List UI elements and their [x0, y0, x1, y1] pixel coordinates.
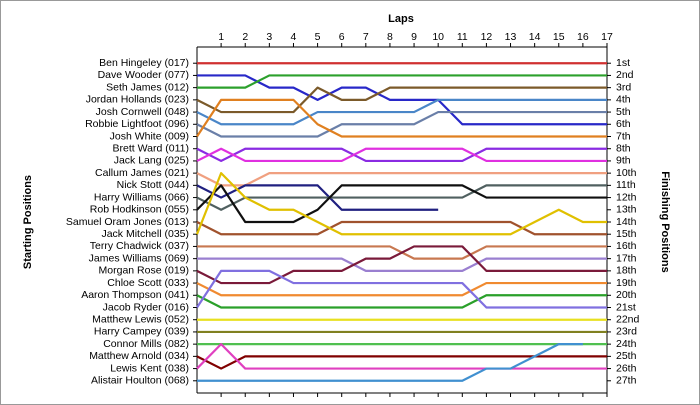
race-line — [196, 147, 607, 163]
legend-label: Harry Campey (039) — [94, 326, 189, 338]
y2-tick-label: 11th — [616, 179, 636, 191]
y2-tick-label: 1st — [616, 57, 630, 69]
legend-label: Dave Wooder (077) — [98, 69, 189, 81]
legend-label: Morgan Rose (019) — [99, 265, 189, 277]
y2-tick-label: 2nd — [616, 69, 634, 81]
race-line — [196, 172, 607, 187]
race-line — [196, 110, 607, 138]
legend-label: Seth James (012) — [106, 81, 189, 93]
x-tick-label: 14 — [529, 31, 541, 43]
race-line — [197, 74, 607, 89]
y2-tick-label: 27th — [616, 375, 637, 387]
x-tick-label: 2 — [242, 31, 248, 43]
race-line — [196, 294, 607, 309]
legend-label: Josh Cornwell (048) — [96, 106, 189, 118]
x-tick-label: 11 — [457, 31, 468, 43]
y2-tick-label: 12th — [616, 191, 637, 203]
race-line — [196, 245, 607, 285]
x-tick-label: 13 — [505, 31, 517, 43]
legend-label: Connor Mills (082) — [103, 338, 189, 350]
race-line — [197, 343, 583, 382]
legend-label: Matthew Arnold (034) — [89, 350, 189, 362]
legend-label: Matthew Lewis (052) — [92, 313, 189, 325]
x-tick-label: 6 — [339, 31, 345, 43]
legend-label: Jordan Hollands (023) — [86, 94, 189, 106]
y2-tick-label: 24th — [616, 338, 637, 350]
y2-tick-label: 17th — [616, 252, 637, 264]
y2-tick-label: 20th — [616, 289, 637, 301]
x-tick-label: 5 — [315, 31, 321, 43]
x-tick-label: 17 — [601, 31, 613, 43]
y2-tick-label: 14th — [616, 216, 637, 228]
legend-label: Jack Mitchell (035) — [101, 228, 189, 240]
legend-label: Terry Chadwick (037) — [90, 240, 189, 252]
legend-label: James Williams (069) — [89, 252, 189, 264]
y2-tick-label: 13th — [616, 204, 637, 216]
legend-label: Jacob Ryder (016) — [103, 301, 189, 313]
y2-tick-label: 9th — [616, 155, 631, 167]
y-axis-title: Starting Positions — [22, 175, 34, 269]
x-axis-title: Laps — [388, 13, 414, 25]
x-tick-label: 3 — [266, 31, 272, 43]
y2-tick-label: 7th — [616, 130, 631, 142]
y2-axis-title: Finishing Positions — [659, 171, 671, 272]
x-tick-label: 9 — [411, 31, 417, 43]
y2-tick-label: 15th — [616, 228, 637, 240]
y2-tick-label: 3rd — [616, 81, 631, 93]
legend-label: Robbie Lightfoot (096) — [85, 118, 189, 130]
race-line — [196, 355, 607, 370]
x-tick-label: 7 — [363, 31, 369, 43]
legend-label: Ben Hingeley (017) — [99, 57, 189, 69]
race-line — [196, 281, 607, 297]
legend-label: Rob Hodkinson (055) — [90, 204, 189, 216]
x-tick-label: 4 — [291, 31, 297, 43]
race-line — [196, 269, 607, 309]
y2-tick-label: 4th — [616, 94, 631, 106]
y2-tick-label: 21st — [616, 301, 636, 313]
x-tick-label: 1 — [218, 31, 224, 43]
legend-label: Samuel Oram Jones (013) — [66, 216, 189, 228]
legend-label: Aaron Thompson (041) — [81, 289, 189, 301]
race-line — [196, 184, 607, 211]
legend-label: Nick Stott (044) — [117, 179, 189, 191]
race-line — [195, 172, 607, 236]
legend-label: Josh White (009) — [110, 130, 189, 142]
x-tick-label: 15 — [553, 31, 565, 43]
race-line — [197, 257, 607, 272]
legend-label: Callum James (021) — [95, 167, 189, 179]
y2-tick-label: 25th — [616, 350, 637, 362]
y2-tick-label: 8th — [616, 142, 631, 154]
race-line — [196, 343, 607, 370]
legend-label: Lewis Kent (038) — [110, 362, 189, 374]
x-tick-label: 10 — [432, 31, 444, 43]
y2-tick-label: 26th — [616, 362, 637, 374]
y2-tick-label: 23rd — [616, 326, 637, 338]
y2-tick-label: 5th — [616, 106, 631, 118]
y2-tick-label: 6th — [616, 118, 631, 130]
legend-label: Jack Lang (025) — [114, 155, 189, 167]
legend-label: Harry Williams (066) — [94, 191, 189, 203]
y2-tick-label: 19th — [616, 277, 637, 289]
x-tick-label: 12 — [481, 31, 493, 43]
race-line — [197, 74, 607, 126]
y2-tick-label: 16th — [616, 240, 637, 252]
legend-label: Chloe Scott (033) — [107, 277, 189, 289]
race-line — [196, 184, 607, 224]
legend-label: Alistair Houlton (068) — [91, 375, 189, 387]
race-line — [196, 147, 607, 163]
x-tick-label: 8 — [387, 31, 393, 43]
race-line — [196, 98, 607, 138]
legend-label: Brett Ward (011) — [113, 142, 189, 154]
x-tick-label: 16 — [577, 31, 589, 43]
race-line — [196, 220, 607, 236]
y2-tick-label: 18th — [616, 265, 637, 277]
race-line — [196, 86, 607, 114]
race-line — [196, 98, 607, 126]
y2-tick-label: 10th — [616, 167, 637, 179]
y2-tick-label: 22nd — [616, 313, 640, 325]
